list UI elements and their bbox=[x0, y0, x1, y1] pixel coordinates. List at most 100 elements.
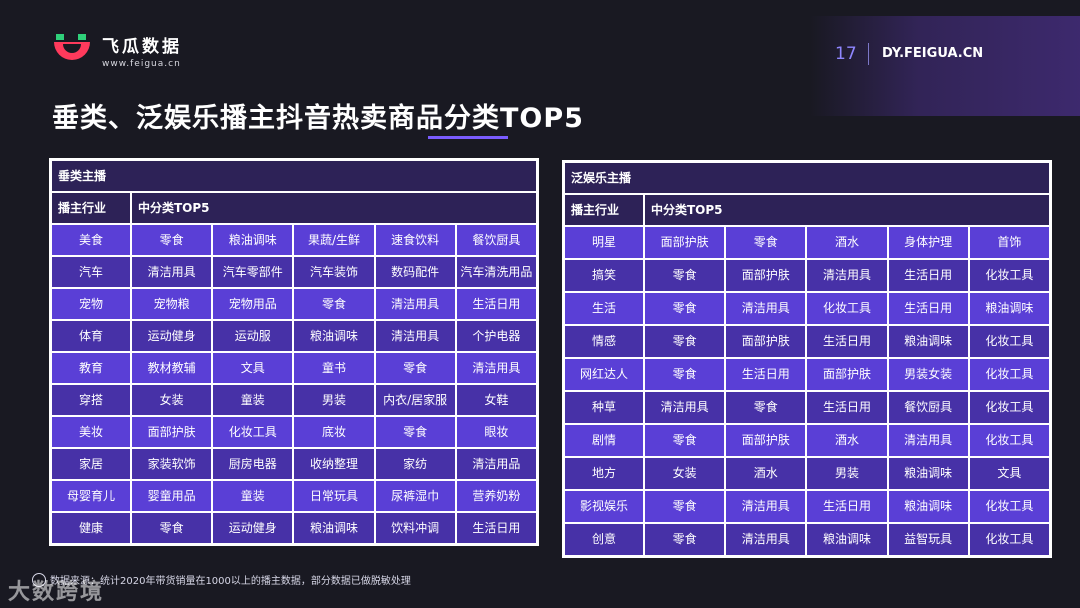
column-header-top5: 中分类TOP5 bbox=[132, 193, 536, 223]
category-cell: 零食 bbox=[645, 359, 725, 390]
column-header-industry: 播主行业 bbox=[565, 195, 643, 225]
industry-cell: 美妆 bbox=[52, 417, 130, 447]
category-cell: 化妆工具 bbox=[969, 260, 1049, 291]
category-cell: 生活日用 bbox=[807, 392, 887, 423]
table-row: 穿搭 女装 童装 男装 内衣/居家服 女鞋 bbox=[52, 385, 536, 415]
column-header-top5: 中分类TOP5 bbox=[645, 195, 1049, 225]
industry-cell: 情感 bbox=[565, 326, 643, 357]
table-row: 母婴育儿 婴童用品 童装 日常玩具 尿裤湿巾 营养奶粉 bbox=[52, 481, 536, 511]
category-cell: 化妆工具 bbox=[213, 417, 293, 447]
industry-cell: 家居 bbox=[52, 449, 130, 479]
table-row: 剧情 零食 面部护肤 酒水 清洁用具 化妆工具 bbox=[565, 425, 1049, 456]
category-cell: 眼妆 bbox=[456, 417, 536, 447]
industry-cell: 体育 bbox=[52, 321, 130, 351]
category-cell: 首饰 bbox=[969, 227, 1049, 258]
category-cell: 面部护肤 bbox=[726, 425, 806, 456]
brand-url: www.feigua.cn bbox=[102, 58, 181, 69]
table-row: 情感 零食 面部护肤 生活日用 粮油调味 化妆工具 bbox=[565, 326, 1049, 357]
category-cell: 男装 bbox=[294, 385, 374, 415]
category-cell: 清洁用具 bbox=[807, 260, 887, 291]
category-cell: 零食 bbox=[132, 513, 212, 543]
industry-cell: 生活 bbox=[565, 293, 643, 324]
table-row: 家居 家装软饰 厨房电器 收纳整理 家纺 清洁用品 bbox=[52, 449, 536, 479]
category-cell: 内衣/居家服 bbox=[375, 385, 455, 415]
category-cell: 粮油调味 bbox=[807, 524, 887, 555]
industry-cell: 穿搭 bbox=[52, 385, 130, 415]
category-cell: 化妆工具 bbox=[969, 326, 1049, 357]
category-cell: 女鞋 bbox=[456, 385, 536, 415]
table-row: 美妆 面部护肤 化妆工具 底妆 零食 眼妆 bbox=[52, 417, 536, 447]
category-cell: 酒水 bbox=[726, 458, 806, 489]
category-cell: 童装 bbox=[213, 481, 293, 511]
category-cell: 零食 bbox=[375, 417, 455, 447]
category-cell: 身体护理 bbox=[888, 227, 968, 258]
watermark: 大数跨境 bbox=[8, 580, 105, 605]
category-cell: 粮油调味 bbox=[888, 326, 968, 357]
category-cell: 粮油调味 bbox=[213, 225, 293, 255]
table-row: 种草 清洁用具 零食 生活日用 餐饮厨具 化妆工具 bbox=[565, 392, 1049, 423]
category-cell: 家装软饰 bbox=[132, 449, 212, 479]
category-cell: 零食 bbox=[645, 293, 725, 324]
category-cell: 生活日用 bbox=[456, 289, 536, 319]
table-row: 影视娱乐 零食 清洁用具 生活日用 粮油调味 化妆工具 bbox=[565, 491, 1049, 522]
industry-cell: 汽车 bbox=[52, 257, 130, 287]
category-cell: 家纺 bbox=[375, 449, 455, 479]
category-cell: 面部护肤 bbox=[807, 359, 887, 390]
brand-logo[interactable]: 飞瓜数据 www.feigua.cn bbox=[50, 30, 182, 70]
table-row: 搞笑 零食 面部护肤 清洁用具 生活日用 化妆工具 bbox=[565, 260, 1049, 291]
category-cell: 零食 bbox=[645, 326, 725, 357]
category-cell: 教材教辅 bbox=[132, 353, 212, 383]
category-cell: 生活日用 bbox=[456, 513, 536, 543]
table-row: 地方 女装 酒水 男装 粮油调味 文具 bbox=[565, 458, 1049, 489]
category-cell: 女装 bbox=[645, 458, 725, 489]
category-cell: 酒水 bbox=[807, 425, 887, 456]
category-cell: 化妆工具 bbox=[969, 359, 1049, 390]
category-cell: 零食 bbox=[726, 227, 806, 258]
industry-cell: 健康 bbox=[52, 513, 130, 543]
category-cell: 零食 bbox=[645, 425, 725, 456]
category-cell: 生活日用 bbox=[888, 260, 968, 291]
category-cell: 粮油调味 bbox=[888, 491, 968, 522]
category-cell: 清洁用具 bbox=[132, 257, 212, 287]
category-cell: 果蔬/生鲜 bbox=[294, 225, 374, 255]
category-cell: 面部护肤 bbox=[726, 326, 806, 357]
category-cell: 运动健身 bbox=[132, 321, 212, 351]
category-cell: 零食 bbox=[726, 392, 806, 423]
category-cell: 粮油调味 bbox=[294, 321, 374, 351]
category-cell: 面部护肤 bbox=[726, 260, 806, 291]
industry-cell: 剧情 bbox=[565, 425, 643, 456]
category-cell: 清洁用品 bbox=[456, 449, 536, 479]
category-cell: 底妆 bbox=[294, 417, 374, 447]
page-title: 垂类、泛娱乐播主抖音热卖商品分类TOP5 bbox=[52, 103, 584, 134]
table-row: 美食 零食 粮油调味 果蔬/生鲜 速食饮料 餐饮厨具 bbox=[52, 225, 536, 255]
category-cell: 个护电器 bbox=[456, 321, 536, 351]
category-cell: 速食饮料 bbox=[375, 225, 455, 255]
table-row: 创意 零食 清洁用具 粮油调味 益智玩具 化妆工具 bbox=[565, 524, 1049, 555]
category-cell: 女装 bbox=[132, 385, 212, 415]
category-cell: 数码配件 bbox=[375, 257, 455, 287]
info-icon bbox=[32, 572, 46, 587]
industry-cell: 母婴育儿 bbox=[52, 481, 130, 511]
site-link[interactable]: DY.FEIGUA.CN bbox=[882, 46, 984, 61]
data-source-text: 数据来源：统计2020年带货销量在1000以上的播主数据，部分数据已做脱敏处理 bbox=[50, 576, 411, 587]
industry-cell: 搞笑 bbox=[565, 260, 643, 291]
category-cell: 粮油调味 bbox=[969, 293, 1049, 324]
category-cell: 清洁用具 bbox=[726, 293, 806, 324]
table-caption: 垂类主播 bbox=[52, 161, 536, 191]
title-underline bbox=[428, 136, 508, 139]
industry-cell: 网红达人 bbox=[565, 359, 643, 390]
category-cell: 生活日用 bbox=[807, 326, 887, 357]
industry-cell: 种草 bbox=[565, 392, 643, 423]
category-cell: 清洁用具 bbox=[456, 353, 536, 383]
category-cell: 生活日用 bbox=[726, 359, 806, 390]
category-cell: 文具 bbox=[213, 353, 293, 383]
category-cell: 童装 bbox=[213, 385, 293, 415]
category-cell: 清洁用具 bbox=[375, 289, 455, 319]
category-cell: 文具 bbox=[969, 458, 1049, 489]
feigua-logo-icon bbox=[50, 30, 94, 70]
column-header-industry: 播主行业 bbox=[52, 193, 130, 223]
category-cell: 童书 bbox=[294, 353, 374, 383]
table-caption: 泛娱乐主播 bbox=[565, 163, 1049, 193]
table-row: 明星 面部护肤 零食 酒水 身体护理 首饰 bbox=[565, 227, 1049, 258]
category-cell: 清洁用具 bbox=[726, 491, 806, 522]
